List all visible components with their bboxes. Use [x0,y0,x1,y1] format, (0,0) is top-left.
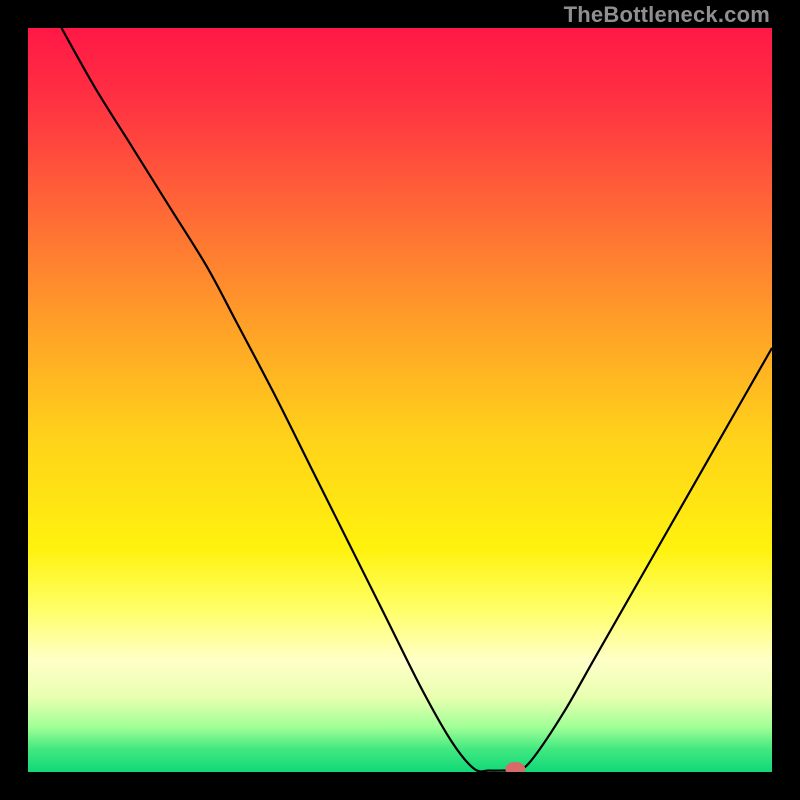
bottleneck-chart [0,0,800,800]
gradient-background [28,28,772,772]
watermark-text: TheBottleneck.com [564,2,770,28]
optimal-marker [505,762,525,776]
